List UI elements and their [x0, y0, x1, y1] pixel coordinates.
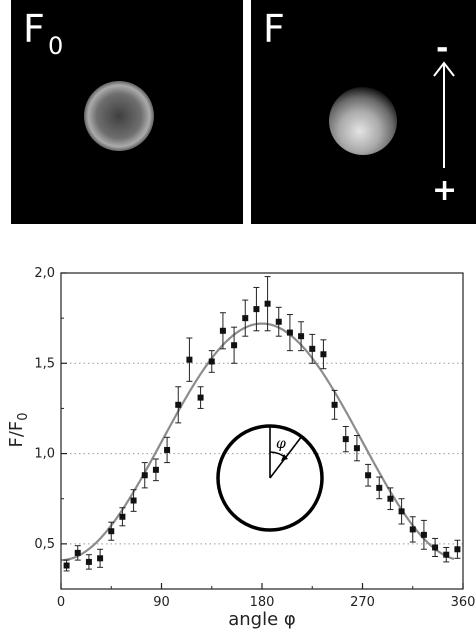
data-point	[264, 300, 271, 307]
data-point	[119, 513, 126, 520]
plot-frame	[60, 272, 464, 590]
y-axis-title-main: F/F	[6, 421, 27, 448]
data-point	[253, 306, 260, 313]
fit-curve	[60, 322, 455, 562]
data-point	[242, 315, 249, 322]
y-tick-label: 0,5	[34, 537, 55, 552]
data-point	[85, 558, 92, 565]
arrow-up-icon	[433, 61, 455, 168]
y-tick-label: 2,0	[34, 266, 55, 281]
data-point	[108, 528, 115, 535]
data-point	[208, 358, 215, 365]
data-point	[141, 472, 148, 479]
data-point	[186, 356, 193, 363]
data-point	[409, 526, 416, 533]
panel-label-f: F	[23, 7, 45, 51]
chart: 0,51,01,52,00 90 180 270 360 φ angle φ F/F0	[6, 266, 475, 630]
data-point	[353, 445, 360, 452]
data-point	[74, 549, 81, 556]
data-point	[231, 342, 238, 349]
data-point	[130, 497, 137, 504]
data-point	[398, 508, 405, 515]
x-tick-label: 270	[350, 595, 375, 610]
data-point	[420, 531, 427, 538]
y-tick-label: 1,0	[34, 447, 55, 462]
inset-angle-symbol: φ	[276, 436, 286, 452]
x-axis-title: angle φ	[228, 609, 296, 630]
microscopy-panel-f: F - +	[251, 0, 476, 224]
data-point	[432, 544, 439, 551]
data-point	[454, 546, 461, 553]
x-tick-label: 180	[250, 595, 275, 610]
data-point	[164, 446, 171, 453]
x-tick-label: 360	[451, 595, 476, 610]
data-point	[320, 351, 327, 358]
data-point	[298, 333, 305, 340]
svg-text:F/F0: F/F0	[6, 412, 31, 447]
plus-sign: +	[432, 173, 458, 208]
cell-image	[329, 87, 397, 155]
data-point	[342, 436, 349, 443]
data-point	[376, 484, 383, 491]
data-point	[443, 551, 450, 558]
axis-ticks: 0,5 1,0 1,5 2,0 0 90 180 270 360	[34, 266, 475, 610]
data-points	[63, 276, 461, 572]
data-point	[365, 472, 372, 479]
microscopy-panel-f0: F 0	[11, 0, 243, 224]
inset-arrowhead-icon	[281, 454, 288, 461]
x-tick-label: 90	[153, 595, 170, 610]
minus-sign: -	[436, 31, 449, 66]
inset-circle-diagram: φ	[216, 424, 324, 532]
data-point	[219, 327, 226, 334]
fit-curve-layer	[60, 322, 455, 562]
y-tick-label: 1,5	[34, 356, 55, 371]
data-point	[275, 318, 282, 325]
data-point	[387, 495, 394, 502]
y-axis-title-subscript: 0	[16, 412, 31, 420]
data-point	[63, 562, 70, 569]
data-point	[286, 329, 293, 336]
panel-label-subscript: 0	[48, 32, 64, 60]
data-point	[175, 401, 182, 408]
data-point	[331, 401, 338, 408]
data-point	[309, 345, 316, 352]
data-point	[152, 466, 159, 473]
panel-label-f: F	[263, 7, 285, 51]
x-tick-label: 0	[57, 595, 65, 610]
cell-image	[84, 81, 154, 151]
data-point	[97, 555, 104, 562]
y-axis-title: F/F0	[6, 412, 31, 447]
data-point	[197, 394, 204, 401]
